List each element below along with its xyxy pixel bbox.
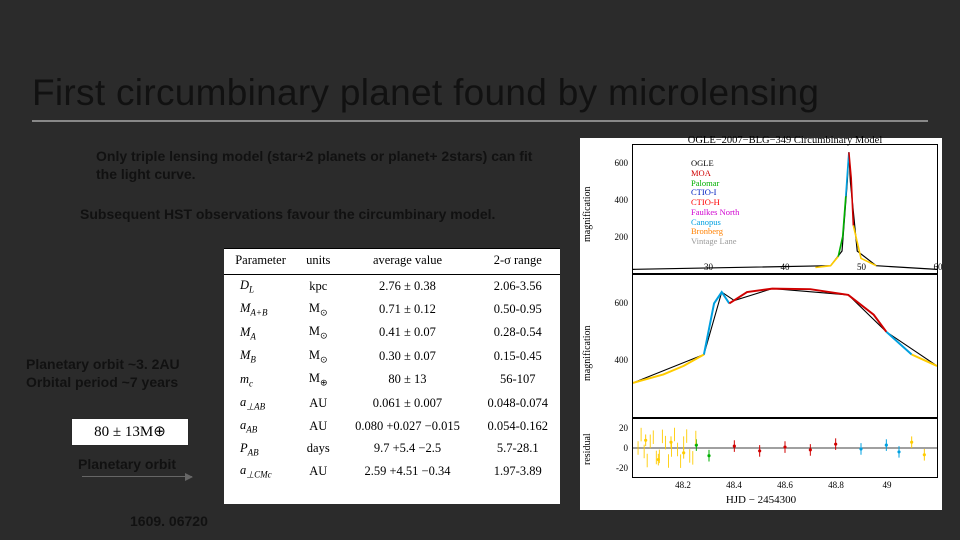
ylabel-bottom: residual: [582, 424, 596, 474]
orbit-note-l1: Planetary orbit ~3. 2AU: [26, 356, 180, 374]
lightcurve-figure: OGLE−2007−BLG−349 Circumbinary Model mag…: [580, 138, 942, 510]
table-row: aABAU0.080 +0.027 −0.0150.054-0.162: [224, 415, 560, 438]
table-row: MAM⊙0.41 ± 0.070.28-0.54: [224, 321, 560, 345]
th-units: units: [297, 249, 339, 275]
table-row: DLkpc2.76 ± 0.382.06-3.56: [224, 275, 560, 298]
xlabel: HJD − 2454300: [580, 494, 942, 506]
table-row: a⊥CMcAU2.59 +4.51 −0.341.97-3.89: [224, 460, 560, 484]
table-row: a⊥ABAU0.061 ± 0.0070.048-0.074: [224, 392, 560, 416]
ylabel-middle: magnification: [582, 298, 596, 408]
th-range: 2-σ range: [476, 249, 560, 275]
arxiv-reference: 1609. 06720: [130, 513, 208, 529]
panel-bottom: [632, 418, 938, 478]
th-avg: average value: [339, 249, 475, 275]
planetary-orbit-label: Planetary orbit: [78, 456, 176, 472]
yticks-bottom: -20020: [600, 418, 630, 478]
table-row: MA+BM⊙0.71 ± 0.120.50-0.95: [224, 298, 560, 322]
orbit-note: Planetary orbit ~3. 2AU Orbital period ~…: [26, 356, 180, 391]
table-row: PABdays9.7 +5.4 −2.55.7-28.1: [224, 438, 560, 461]
planet-mass-callout: 80 ± 13M⊕: [72, 419, 188, 445]
orbit-note-l2: Orbital period ~7 years: [26, 374, 180, 392]
arrow-indicator: [82, 476, 192, 477]
th-parameter: Parameter: [224, 249, 297, 275]
panel-middle: [632, 274, 938, 418]
yticks-top: 200400600: [600, 144, 630, 274]
ylabel-top: magnification: [582, 164, 596, 264]
panel-top: OGLEMOAPalomarCTIO-ICTIO-HFaulkes NorthC…: [632, 144, 938, 274]
table-row: mcM⊕80 ± 1356-107: [224, 368, 560, 392]
body-text-1: Only triple lensing model (star+2 planet…: [96, 148, 536, 183]
table-row: MBM⊙0.30 ± 0.070.15-0.45: [224, 345, 560, 369]
parameter-table: Parameter units average value 2-σ range …: [224, 248, 560, 504]
slide-title: First circumbinary planet found by micro…: [32, 72, 928, 114]
slide: First circumbinary planet found by micro…: [0, 0, 960, 540]
yticks-middle: 400600: [600, 274, 630, 418]
body-text-2: Subsequent HST observations favour the c…: [80, 206, 540, 224]
title-underline: First circumbinary planet found by micro…: [32, 72, 928, 122]
table-header-row: Parameter units average value 2-σ range: [224, 249, 560, 275]
